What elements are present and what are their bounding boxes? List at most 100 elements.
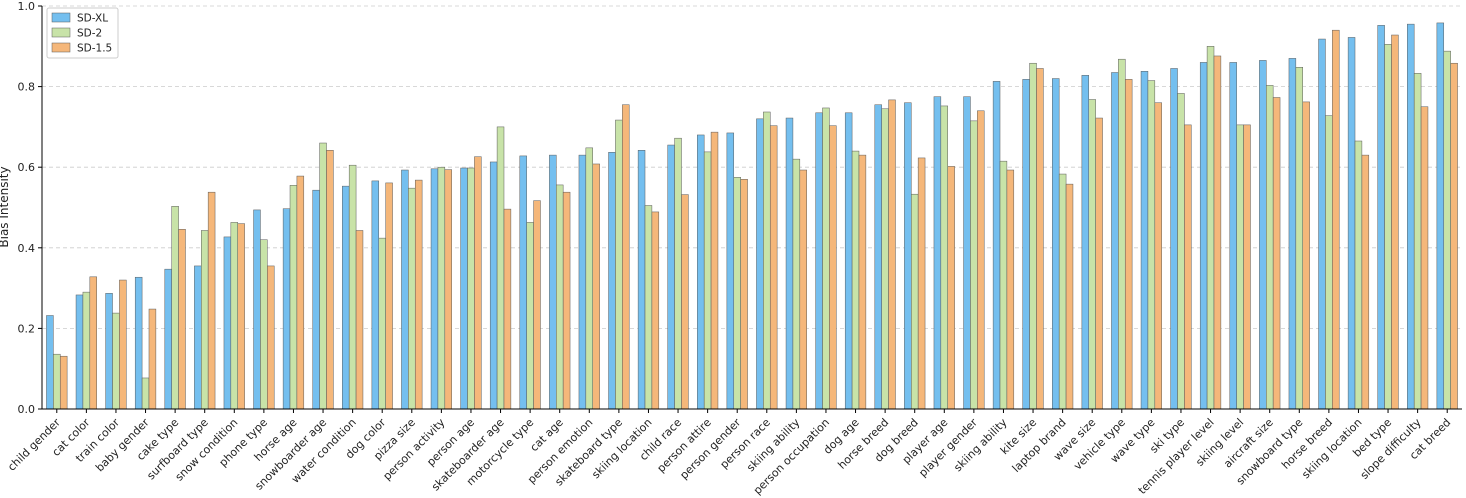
bar-sd-xl-23 — [726, 132, 735, 410]
bar-sd-1-5-6 — [237, 223, 245, 410]
bar-sd-2-46 — [1413, 73, 1422, 410]
bar-sd-2-23 — [733, 177, 741, 410]
bar-sd-1-5-18 — [592, 163, 600, 410]
bar-sd-xl-25 — [785, 117, 794, 410]
bar-sd-1-5-47 — [1450, 62, 1458, 410]
bar-sd-xl-1 — [75, 294, 84, 410]
y-tick-label: 0.8 — [18, 81, 36, 94]
bar-sd-xl-22 — [697, 134, 705, 410]
bar-sd-2-11 — [378, 237, 386, 410]
legend-swatch — [51, 12, 71, 23]
bar-sd-2-42 — [1295, 67, 1303, 410]
bar-sd-xl-38 — [1170, 68, 1178, 410]
legend: SD-XL SD-2 SD-1.5 — [46, 7, 119, 59]
bar-sd-xl-35 — [1081, 75, 1090, 410]
bar-sd-1-5-28 — [888, 99, 896, 410]
bar-sd-xl-33 — [1022, 79, 1030, 410]
bar-sd-2-45 — [1384, 44, 1392, 410]
bar-sd-xl-7 — [253, 209, 261, 410]
y-tick-label: 0.6 — [18, 161, 36, 174]
bar-sd-xl-10 — [342, 185, 350, 410]
bars — [46, 22, 1458, 410]
bar-sd-xl-28 — [874, 104, 882, 410]
bar-sd-2-35 — [1088, 99, 1096, 410]
bar-sd-2-8 — [289, 185, 298, 410]
bar-sd-2-29 — [911, 193, 919, 410]
bar-sd-xl-9 — [312, 189, 320, 410]
bar-sd-1-5-9 — [326, 150, 334, 410]
bar-sd-1-5-2 — [119, 279, 127, 410]
bar-sd-1-5-27 — [858, 154, 867, 410]
bar-sd-1-5-20 — [651, 211, 660, 410]
bar-sd-1-5-24 — [769, 125, 778, 410]
bar-sd-2-24 — [763, 111, 771, 410]
bar-sd-xl-17 — [549, 154, 557, 410]
bar-sd-1-5-38 — [1184, 124, 1192, 410]
bar-sd-xl-3 — [134, 276, 143, 410]
bar-sd-1-5-42 — [1302, 101, 1310, 410]
bar-sd-2-22 — [703, 151, 712, 410]
bar-sd-xl-12 — [401, 169, 409, 410]
bar-sd-xl-41 — [1259, 60, 1267, 410]
bar-sd-2-1 — [82, 291, 91, 410]
bar-sd-xl-34 — [1052, 78, 1060, 410]
bar-sd-xl-13 — [430, 168, 439, 410]
bar-sd-xl-11 — [371, 180, 380, 410]
bar-sd-1-5-32 — [1006, 169, 1015, 410]
bar-sd-xl-5 — [194, 265, 202, 410]
bar-sd-2-20 — [644, 205, 653, 410]
bar-sd-xl-32 — [992, 81, 1001, 410]
bar-sd-1-5-7 — [267, 265, 275, 410]
bar-sd-xl-47 — [1436, 22, 1445, 410]
legend-swatch — [51, 42, 71, 53]
bar-sd-2-47 — [1443, 50, 1451, 410]
bar-sd-1-5-41 — [1272, 97, 1281, 410]
bar-sd-1-5-40 — [1243, 124, 1251, 410]
bar-sd-xl-27 — [844, 112, 853, 410]
bar-sd-1-5-29 — [917, 157, 926, 410]
bar-sd-2-13 — [437, 166, 446, 410]
bar-sd-xl-36 — [1111, 72, 1119, 410]
bar-sd-1-5-13 — [444, 169, 452, 410]
bar-sd-2-6 — [230, 222, 238, 410]
bar-sd-2-0 — [53, 353, 61, 410]
bar-sd-2-15 — [496, 126, 505, 410]
bar-sd-xl-16 — [519, 155, 527, 410]
bar-sd-2-34 — [1058, 173, 1067, 410]
bar-sd-1-5-10 — [355, 230, 364, 410]
bar-sd-1-5-19 — [622, 104, 630, 410]
bar-sd-1-5-3 — [148, 308, 157, 410]
bar-sd-xl-14 — [460, 167, 468, 410]
bar-sd-2-18 — [585, 147, 593, 410]
bar-sd-xl-40 — [1229, 62, 1237, 410]
bar-sd-1-5-21 — [681, 194, 689, 410]
bar-sd-xl-21 — [667, 144, 675, 410]
bar-sd-2-17 — [556, 184, 564, 410]
bar-sd-xl-39 — [1199, 62, 1208, 410]
bar-sd-2-12 — [408, 187, 416, 410]
bar-sd-xl-37 — [1140, 71, 1149, 410]
bar-sd-2-36 — [1118, 58, 1126, 410]
bar-sd-1-5-45 — [1391, 34, 1399, 410]
bar-sd-2-16 — [526, 222, 534, 410]
bar-sd-2-7 — [260, 239, 268, 410]
bar-sd-2-14 — [467, 167, 475, 410]
bar-sd-2-44 — [1354, 140, 1363, 410]
y-tick-label: 0.2 — [18, 322, 36, 335]
bar-sd-1-5-17 — [562, 191, 571, 410]
y-tick-label: 1.0 — [18, 0, 36, 13]
bar-sd-xl-2 — [105, 293, 113, 410]
bar-sd-1-5-37 — [1154, 102, 1162, 410]
bar-sd-1-5-1 — [89, 276, 97, 410]
gridlines — [42, 5, 1462, 329]
bar-sd-xl-43 — [1318, 38, 1326, 410]
bar-sd-1-5-46 — [1420, 106, 1429, 410]
bar-sd-xl-42 — [1288, 58, 1297, 410]
bar-sd-xl-20 — [637, 150, 646, 410]
legend-label: SD-2 — [77, 28, 102, 40]
bar-sd-1-5-22 — [710, 131, 719, 410]
bar-sd-2-41 — [1266, 85, 1274, 410]
bar-sd-xl-6 — [223, 236, 232, 410]
bar-sd-1-5-30 — [947, 166, 955, 410]
bar-sd-2-32 — [999, 160, 1008, 410]
